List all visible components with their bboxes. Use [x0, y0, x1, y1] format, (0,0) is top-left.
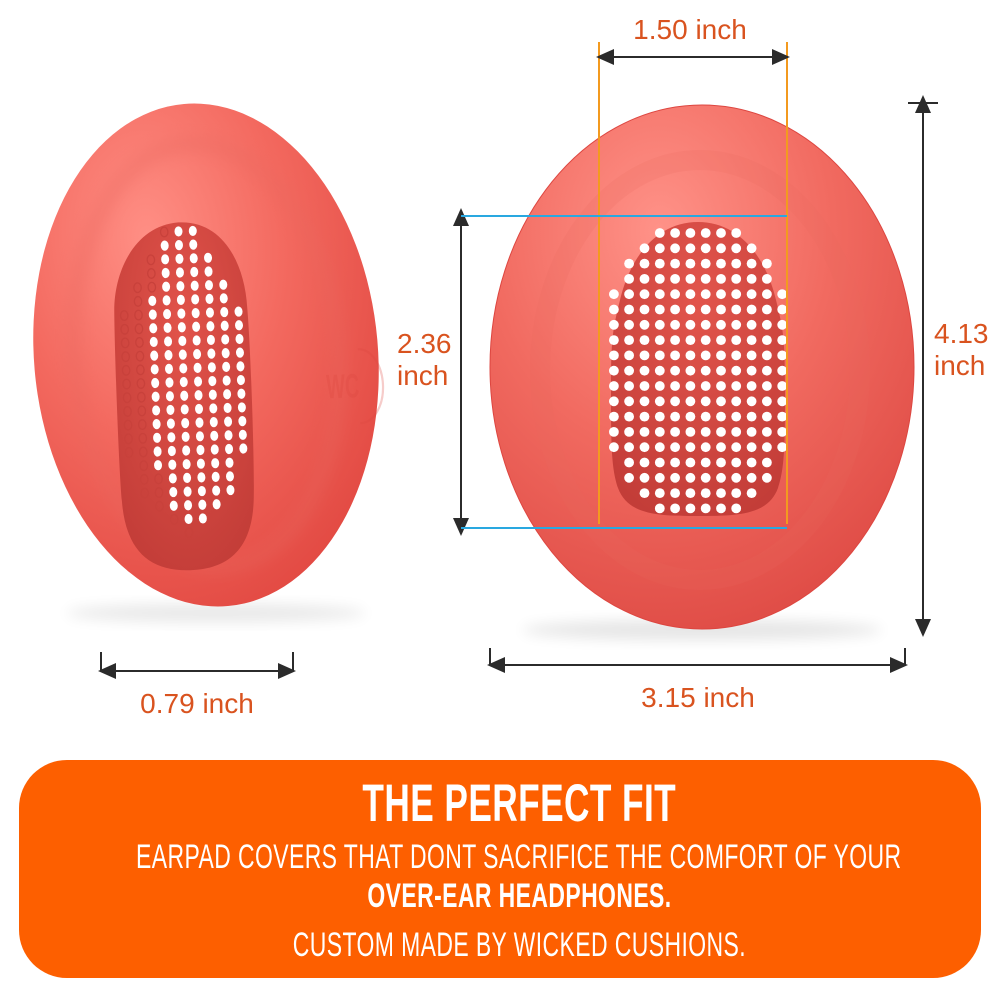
svg-text:WC: WC [326, 367, 360, 406]
